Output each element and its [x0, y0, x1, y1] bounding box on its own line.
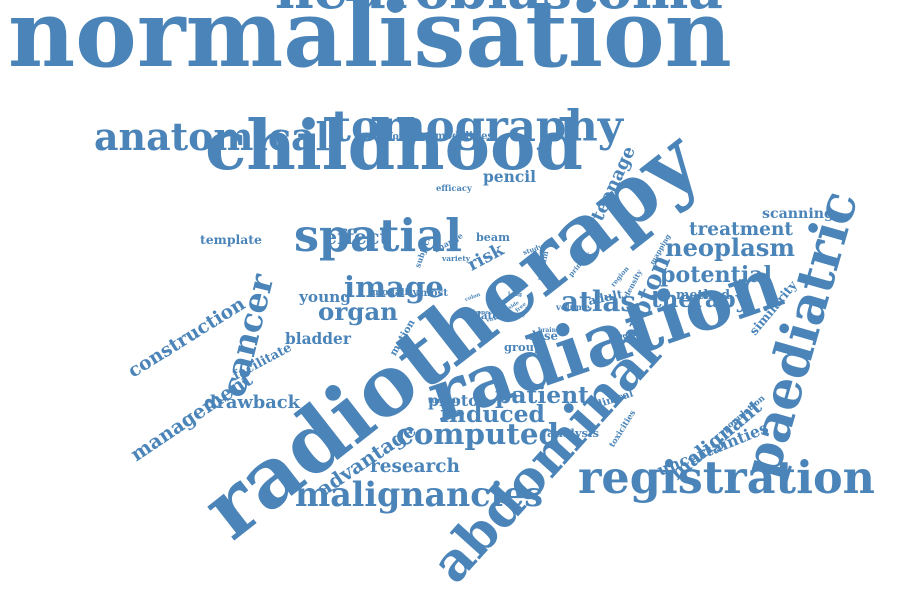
word-effect: effect [324, 224, 389, 249]
word-efficacy: efficacy [436, 183, 472, 194]
word-patient: patient [495, 381, 589, 410]
word-benefit: benefit [617, 330, 648, 340]
word-late: late [477, 309, 499, 322]
word-induced: induced [440, 400, 545, 429]
word-variety: variety [442, 254, 470, 264]
word-pencil: pencil [483, 166, 536, 186]
word-computed: computed [396, 415, 559, 451]
word-tumour: tumour [428, 395, 460, 405]
word-spatial: spatial [294, 210, 462, 263]
word-modalities: modalities [435, 131, 493, 143]
word-brain: brain [538, 327, 556, 335]
word-bladder: bladder [285, 329, 351, 348]
word-long: long [508, 292, 522, 299]
word-image: image [344, 269, 444, 304]
word-organ: organ [318, 297, 398, 327]
word-treatment: treatment [689, 219, 793, 241]
word-analysis: analysis [547, 425, 599, 440]
word-beam: beam [476, 231, 510, 245]
word-bone: bone [473, 309, 489, 317]
word-anatomical: anatomical [94, 113, 330, 159]
word-deformable: deformable [376, 131, 436, 143]
word-registration: registration [578, 452, 875, 505]
word-photon: photon [428, 391, 490, 411]
word-atlas: atlas [561, 284, 636, 318]
word-drawback: drawback [204, 391, 300, 413]
word-dose: dose [528, 328, 558, 343]
word-normalisation: normalisation [8, 0, 732, 89]
word-neoplasm: neoplasm [665, 232, 795, 262]
word-modality: modality [372, 287, 418, 299]
word-tomography: tomography [331, 101, 623, 153]
word-most: most [420, 286, 448, 299]
word-volume: volume [556, 302, 590, 313]
word-potential: potential [660, 262, 772, 289]
word-scanning: scanning [762, 205, 834, 222]
word-malignancies: malignancies [295, 475, 543, 515]
word-young: young [299, 287, 351, 306]
word-childhood: childhood [205, 105, 583, 186]
word-group: group [504, 339, 542, 354]
word-therapy: therapy [651, 285, 749, 313]
word-neuroblastoma: neuroblastoma [275, 0, 723, 17]
word-template: template [200, 232, 262, 248]
word-research: research [370, 456, 460, 478]
word-method: method [676, 286, 730, 302]
